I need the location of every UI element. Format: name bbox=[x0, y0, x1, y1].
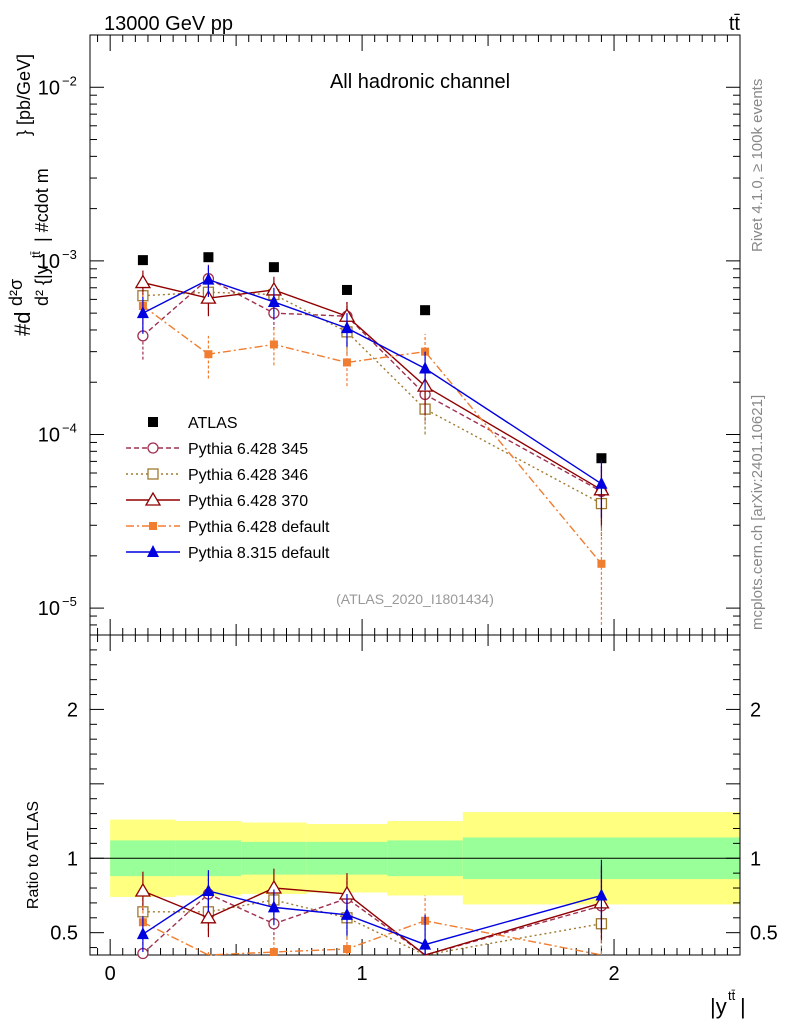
data-point bbox=[419, 361, 432, 374]
data-point bbox=[596, 453, 607, 464]
top-ytick-label: 10 bbox=[38, 598, 60, 620]
xlabel-sup: tt̄ bbox=[728, 988, 736, 1003]
xtick-label: 1 bbox=[357, 963, 368, 985]
legend-marker bbox=[147, 545, 159, 557]
ratio-ytick-label-right: 2 bbox=[750, 699, 761, 721]
legend-label: Pythia 6.428 346 bbox=[188, 467, 308, 484]
data-point bbox=[342, 358, 351, 367]
legend-label: Pythia 6.428 345 bbox=[188, 441, 308, 458]
data-point bbox=[341, 284, 352, 295]
series-line bbox=[142, 278, 602, 485]
xtick-label: 2 bbox=[608, 963, 619, 985]
data-point bbox=[269, 340, 278, 349]
data-point bbox=[136, 306, 149, 319]
data-point bbox=[200, 289, 217, 304]
data-point bbox=[200, 909, 217, 924]
top-ytick-label: 10 bbox=[38, 77, 60, 99]
legend-entry: Pythia 6.428 345 bbox=[126, 441, 308, 458]
top-ylabel-numerator: d²σ bbox=[6, 279, 26, 306]
data-point bbox=[267, 900, 280, 913]
data-point bbox=[597, 559, 606, 568]
data-point bbox=[203, 252, 214, 263]
data-point bbox=[420, 305, 431, 316]
top-ylabel-denominator: d² {|y bbox=[32, 265, 52, 306]
legend-label: Pythia 6.428 default bbox=[188, 519, 330, 536]
legend-marker bbox=[147, 468, 159, 480]
data-point bbox=[595, 888, 608, 901]
top-ytick-label-exp: −4 bbox=[62, 420, 77, 435]
data-point bbox=[340, 907, 353, 920]
ratio-ytick-label-right: 0.5 bbox=[750, 923, 778, 945]
top-ylabel-cdot: | #cdot m bbox=[32, 168, 52, 242]
series-line bbox=[142, 291, 602, 505]
xlabel: |y tt̄ | bbox=[710, 988, 746, 1019]
data-point bbox=[269, 948, 278, 957]
series-line bbox=[142, 920, 602, 956]
top-series-series-pythia-6-428-370 bbox=[134, 270, 610, 526]
ratio-ylabel: Ratio to ATLAS bbox=[25, 801, 42, 909]
data-point bbox=[267, 294, 280, 307]
legend-entry: Pythia 6.428 346 bbox=[126, 467, 308, 484]
ratio-ytick-label-left: 1 bbox=[67, 848, 78, 870]
analysis-id: (ATLAS_2020_I1801434) bbox=[336, 591, 494, 607]
series-line bbox=[142, 277, 602, 493]
ratio-series-series-pythia-8-315-default bbox=[136, 859, 608, 955]
legend-label: Pythia 8.315 default bbox=[188, 545, 330, 562]
rivet-label: Rivet 4.1.0, ≥ 100k events bbox=[749, 79, 766, 252]
ratio-panel-frame bbox=[89, 634, 741, 956]
ratio-ytick-label-right: 1 bbox=[750, 848, 761, 870]
legend-label: ATLAS bbox=[188, 415, 238, 432]
top-series-series-pythia-6-428-default bbox=[138, 292, 606, 625]
ratio-ytick-label-left: 0.5 bbox=[50, 923, 78, 945]
legend-entry: Pythia 6.428 370 bbox=[126, 491, 308, 510]
legend-marker bbox=[149, 522, 157, 530]
top-ytick-label: 10 bbox=[38, 424, 60, 446]
data-point bbox=[137, 255, 148, 266]
ratio-ytick-label-left: 2 bbox=[67, 699, 78, 721]
energy-label: 13000 GeV pp bbox=[104, 13, 233, 35]
series-line bbox=[142, 890, 602, 946]
legend-entry: Pythia 8.315 default bbox=[126, 545, 330, 562]
xtick-label: 0 bbox=[105, 963, 116, 985]
top-ytick-label-exp: −2 bbox=[62, 73, 77, 88]
data-point bbox=[595, 476, 608, 489]
legend-marker bbox=[144, 491, 162, 506]
top-series-series-atlas bbox=[137, 252, 607, 464]
xlabel-close: | bbox=[740, 994, 746, 1019]
data-point bbox=[342, 945, 351, 954]
data-point bbox=[136, 927, 149, 940]
channel-label: All hadronic channel bbox=[330, 71, 510, 93]
legend-label: Pythia 6.428 370 bbox=[188, 493, 308, 510]
top-ytick-label-exp: −5 bbox=[62, 594, 77, 609]
series-line bbox=[142, 281, 602, 491]
data-point bbox=[419, 937, 432, 950]
legend-marker bbox=[147, 442, 159, 454]
xlabel-main: |y bbox=[710, 994, 727, 1019]
data-point bbox=[202, 272, 215, 285]
top-series-series-pythia-8-315-default bbox=[136, 265, 608, 519]
data-point bbox=[340, 321, 353, 334]
top-ylabel-sup: tt̄ bbox=[29, 251, 43, 258]
legend-entry: ATLAS bbox=[148, 415, 238, 432]
data-point bbox=[202, 884, 215, 896]
data-point bbox=[268, 262, 279, 273]
series-line bbox=[142, 887, 602, 956]
legend-marker bbox=[148, 417, 158, 427]
data-point bbox=[134, 274, 152, 289]
data-point bbox=[134, 882, 152, 897]
top-ylabel-units: } [pb/GeV] bbox=[14, 54, 34, 136]
top-ylabel: #d d²σ d² {|y tt̄ | #cdot m } [pb/GeV] bbox=[6, 54, 52, 336]
legend-entry: Pythia 6.428 default bbox=[126, 519, 330, 536]
top-ylabel-prefix: #d bbox=[10, 312, 35, 336]
top-ytick-label-exp: −3 bbox=[62, 247, 77, 262]
data-point bbox=[204, 350, 213, 359]
mcplots-label: mcplots.cern.ch [arXiv:2401.10621] bbox=[749, 395, 766, 630]
process-label: tt̄ bbox=[729, 13, 741, 35]
top-ytick-label: 10 bbox=[38, 251, 60, 273]
